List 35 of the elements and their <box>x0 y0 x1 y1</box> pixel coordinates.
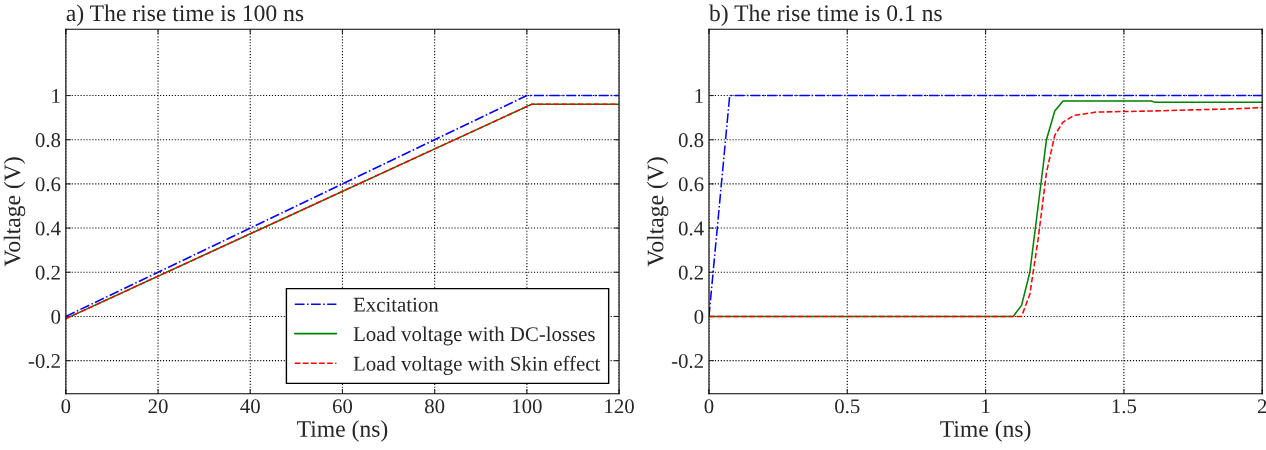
legend-label: Load voltage with DC-losses <box>353 326 595 346</box>
y-axis-title: Voltage (V) <box>646 157 669 267</box>
x-tick-label: 1 <box>982 399 990 414</box>
x-tick-label: 0 <box>704 399 714 414</box>
y-tick-label: 1 <box>695 89 703 103</box>
chart-title: b) The rise time is 0.1 ns <box>708 4 942 26</box>
legend-label: Load voltage with Skin effect <box>353 355 601 375</box>
x-tick-label: 80 <box>425 399 445 414</box>
y-tick-label: 0.4 <box>678 221 704 236</box>
y-tick-label: 0 <box>51 309 61 324</box>
y-tick-label: 0.8 <box>35 133 61 148</box>
y-tick-label: -0.2 <box>671 353 703 369</box>
y-tick-label: 0.4 <box>35 221 61 236</box>
y-tick-label: -0.2 <box>28 353 60 369</box>
x-tick-label: 40 <box>240 399 260 414</box>
y-tick-label: 0.6 <box>678 177 704 192</box>
y-tick-label: 0.2 <box>678 265 703 280</box>
x-tick-label: 0.5 <box>835 399 860 414</box>
chart-title: a) The rise time is 100 ns <box>66 4 304 26</box>
y-tick-label: 0.8 <box>678 133 704 148</box>
x-tick-label: 0 <box>61 399 71 414</box>
x-tick-label: 120 <box>605 399 634 414</box>
x-tick-label: 20 <box>148 399 168 414</box>
x-axis-title: Time (ns) <box>297 420 388 442</box>
y-tick-label: 0.6 <box>35 177 61 192</box>
x-tick-label: 60 <box>332 399 353 414</box>
y-tick-label: 1 <box>52 89 60 103</box>
x-axis-title: Time (ns) <box>940 420 1031 442</box>
x-tick-label: 100 <box>513 399 542 414</box>
x-tick-label: 2 <box>1257 399 1266 414</box>
y-tick-label: 0.2 <box>35 265 60 280</box>
y-axis-title: Voltage (V) <box>3 157 26 267</box>
y-tick-label: 0 <box>694 309 704 324</box>
legend-label: Excitation <box>353 297 439 312</box>
x-tick-label: 1.5 <box>1112 399 1137 414</box>
